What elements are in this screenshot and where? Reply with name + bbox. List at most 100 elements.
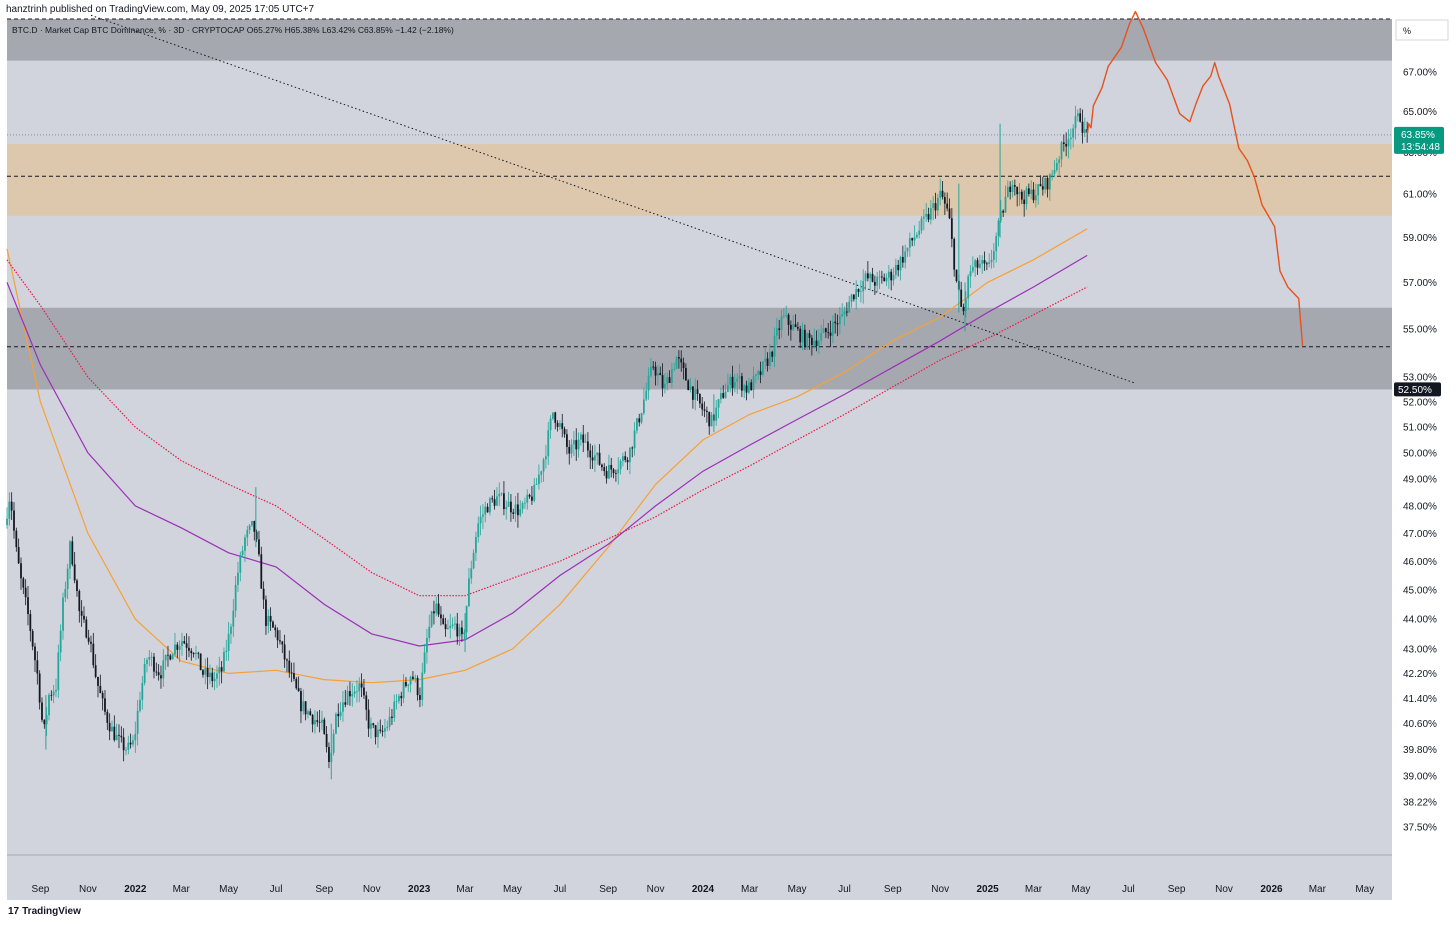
x-tick-label: Mar bbox=[1309, 884, 1327, 895]
candle-body bbox=[241, 550, 244, 555]
candle-body bbox=[885, 277, 888, 282]
candle-body bbox=[855, 289, 858, 300]
candle-body bbox=[356, 691, 358, 693]
candle-body bbox=[726, 384, 729, 392]
candle-body bbox=[540, 471, 543, 475]
candle-body bbox=[1069, 137, 1072, 140]
x-tick-label: Nov bbox=[79, 884, 97, 895]
candle-body bbox=[519, 509, 522, 516]
candle-body bbox=[573, 440, 575, 445]
candle-body bbox=[388, 716, 391, 727]
countdown-label: 13:54:48 bbox=[1401, 142, 1440, 153]
candle-body bbox=[199, 653, 202, 671]
x-tick-label: 2024 bbox=[692, 884, 715, 895]
candle-body bbox=[405, 682, 407, 686]
y-tick-label: 47.00% bbox=[1403, 529, 1437, 540]
candle-body bbox=[272, 621, 274, 628]
candle-body bbox=[838, 316, 841, 325]
candle-body bbox=[670, 369, 673, 383]
candle-body bbox=[768, 351, 771, 366]
candle-body bbox=[73, 564, 76, 581]
candle-body bbox=[463, 632, 466, 635]
candle-body bbox=[1065, 143, 1068, 147]
candle-body bbox=[953, 238, 956, 270]
candle-body bbox=[99, 685, 102, 694]
candle-body bbox=[566, 434, 568, 447]
candle-body bbox=[192, 653, 195, 655]
candle-body bbox=[580, 434, 582, 440]
candle-body bbox=[321, 719, 323, 723]
legend-text: 63.42% bbox=[327, 25, 358, 35]
y-tick-label: 50.00% bbox=[1403, 448, 1437, 459]
candle-body bbox=[379, 729, 382, 731]
candle-body bbox=[995, 236, 998, 252]
x-tick-label: May bbox=[1071, 884, 1090, 895]
candle-body bbox=[360, 683, 363, 688]
candle-body bbox=[232, 610, 235, 627]
candle-body bbox=[528, 494, 531, 497]
candle-body bbox=[913, 237, 916, 241]
candle-body bbox=[603, 467, 606, 472]
candle-body bbox=[87, 637, 90, 642]
candle-body bbox=[524, 502, 526, 504]
candle-body bbox=[897, 264, 900, 271]
x-tick-label: Jul bbox=[554, 884, 567, 895]
candle-body bbox=[1060, 142, 1063, 160]
crosshair-price-badge bbox=[1394, 382, 1441, 397]
candle-body bbox=[260, 554, 263, 589]
candle-body bbox=[869, 273, 872, 279]
candle-body bbox=[796, 327, 799, 329]
candle-body bbox=[248, 525, 251, 531]
candle-body bbox=[244, 537, 246, 551]
candle-body bbox=[570, 444, 573, 454]
x-tick-label: Sep bbox=[1168, 884, 1186, 895]
candle-body bbox=[647, 375, 650, 391]
candle-body bbox=[983, 260, 986, 264]
candle-body bbox=[985, 263, 988, 265]
candle-body bbox=[6, 518, 8, 526]
candle-body bbox=[69, 541, 71, 569]
candle-body bbox=[304, 701, 307, 715]
candle-body bbox=[552, 412, 554, 419]
candle-body bbox=[906, 247, 909, 252]
candle-body bbox=[230, 626, 232, 634]
candle-body bbox=[101, 693, 104, 699]
y-tick-label: 55.00% bbox=[1403, 324, 1437, 335]
candle-body bbox=[435, 603, 438, 614]
y-tick-label: 45.00% bbox=[1403, 585, 1437, 596]
x-tick-label: May bbox=[219, 884, 238, 895]
candle-body bbox=[113, 726, 116, 741]
candles bbox=[6, 105, 1089, 780]
y-tick-label: 39.00% bbox=[1403, 771, 1437, 782]
candle-body bbox=[964, 298, 967, 312]
candle-body bbox=[253, 520, 256, 532]
candle-body bbox=[626, 459, 629, 463]
candle-body bbox=[216, 673, 218, 679]
candle-body bbox=[1055, 162, 1058, 170]
candle-body bbox=[829, 332, 832, 336]
candle-body bbox=[377, 729, 379, 738]
candle-body bbox=[1039, 184, 1042, 187]
candle-body bbox=[687, 380, 690, 390]
candle-body bbox=[503, 493, 505, 510]
candle-body bbox=[743, 385, 746, 391]
candle-body bbox=[423, 652, 426, 673]
candle-body bbox=[920, 218, 923, 231]
legend-text: −1.42 (−2.18%) bbox=[395, 25, 454, 35]
candle-body bbox=[1053, 169, 1056, 174]
candle-body bbox=[666, 377, 669, 384]
candle-body bbox=[859, 291, 862, 293]
candle-body bbox=[850, 294, 853, 302]
candle-body bbox=[759, 371, 762, 375]
candle-body bbox=[57, 652, 60, 690]
candle-body bbox=[176, 644, 179, 650]
candle-body bbox=[785, 314, 788, 316]
candle-body bbox=[652, 366, 655, 368]
tradingview-logo[interactable]: 17 TradingView bbox=[8, 906, 81, 917]
candle-body bbox=[391, 716, 393, 718]
candle-body bbox=[412, 676, 414, 679]
candle-body bbox=[640, 413, 643, 423]
candle-body bbox=[365, 695, 368, 710]
x-tick-label: Mar bbox=[173, 884, 191, 895]
